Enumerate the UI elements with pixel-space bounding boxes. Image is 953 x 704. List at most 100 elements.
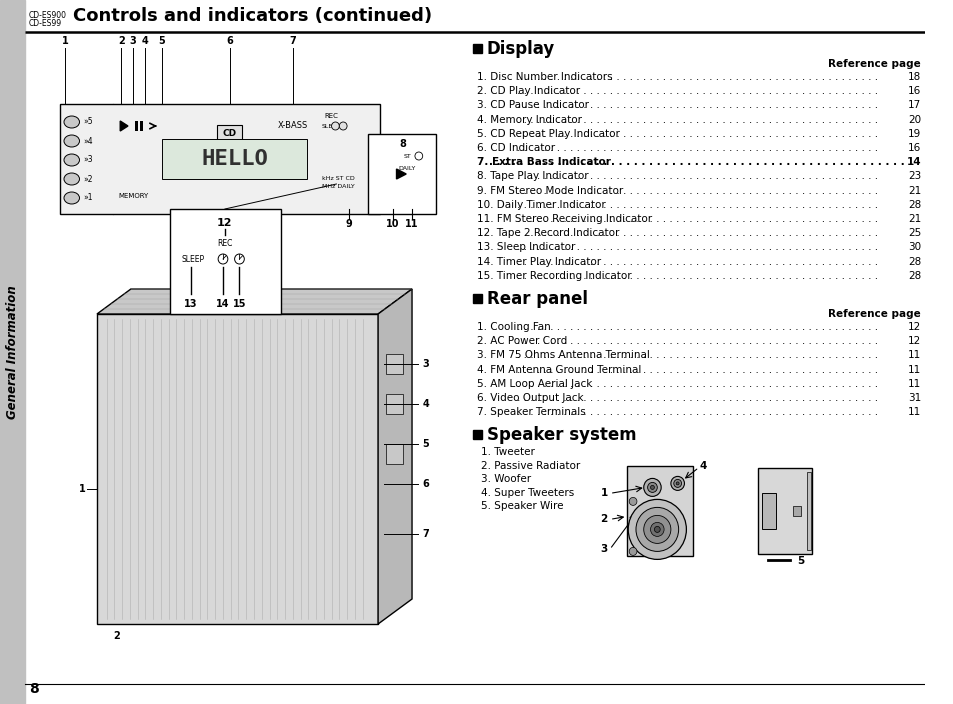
Text: . . . . . . . . . . . . . . . . . . . . . . . . . . . . . . . . . . . . . . . . : . . . . . . . . . . . . . . . . . . . . … bbox=[517, 86, 881, 96]
Text: 3: 3 bbox=[600, 544, 607, 555]
Text: 7. Speaker Terminals: 7. Speaker Terminals bbox=[476, 407, 585, 417]
Circle shape bbox=[643, 479, 660, 496]
Bar bbox=[761, 494, 775, 529]
Text: . . . . . . . . . . . . . . . . . . . . . . . . . . . . . . . . . . . . . . . . : . . . . . . . . . . . . . . . . . . . . … bbox=[517, 115, 881, 125]
Text: 11. FM Stereo Receiving Indicator: 11. FM Stereo Receiving Indicator bbox=[476, 214, 652, 224]
Text: »5: »5 bbox=[83, 118, 92, 127]
Text: 12: 12 bbox=[907, 337, 920, 346]
Text: »1: »1 bbox=[83, 194, 92, 203]
Text: . . . . . . . . . . . . . . . . . . . . . . . . . . . . . . . . . . . . . . . . : . . . . . . . . . . . . . . . . . . . . … bbox=[517, 129, 881, 139]
Text: Reference page: Reference page bbox=[827, 309, 920, 319]
Text: X-BASS: X-BASS bbox=[277, 122, 308, 130]
Text: Speaker system: Speaker system bbox=[486, 427, 636, 444]
Text: . . . . . . . . . . . . . . . . . . . . . . . . . . . . . . . . . . . . . . . . : . . . . . . . . . . . . . . . . . . . . … bbox=[517, 171, 881, 182]
Polygon shape bbox=[97, 289, 412, 314]
Bar bbox=[806, 472, 811, 551]
Text: CD-ES99: CD-ES99 bbox=[29, 19, 62, 28]
Text: 4. Super Tweeters: 4. Super Tweeters bbox=[480, 488, 574, 498]
Text: »4: »4 bbox=[83, 137, 92, 146]
Text: Rear panel: Rear panel bbox=[486, 290, 587, 308]
Text: 19: 19 bbox=[907, 129, 920, 139]
Circle shape bbox=[629, 548, 637, 555]
Text: 3. Woofer: 3. Woofer bbox=[480, 474, 531, 484]
Text: 4: 4 bbox=[422, 399, 429, 409]
Text: 28: 28 bbox=[907, 256, 920, 267]
Bar bbox=[162, 139, 307, 179]
Bar bbox=[134, 121, 137, 131]
Text: . . . . . . . . . . . . . . . . . . . . . . . . . . . . . . . . . . . . . . . . : . . . . . . . . . . . . . . . . . . . . … bbox=[517, 322, 881, 332]
Text: 7: 7 bbox=[422, 529, 429, 539]
Text: 2: 2 bbox=[600, 515, 607, 524]
Text: 3: 3 bbox=[130, 36, 136, 46]
Ellipse shape bbox=[64, 116, 79, 128]
Ellipse shape bbox=[64, 173, 79, 185]
Text: 3: 3 bbox=[422, 359, 429, 369]
Text: kHz ST CD: kHz ST CD bbox=[321, 177, 355, 182]
Text: 13. Sleep Indicator: 13. Sleep Indicator bbox=[476, 242, 575, 253]
Text: . . . . . . . . . . . . . . . . . . . . . . . . . . . . . . . . . . . . . . . . : . . . . . . . . . . . . . . . . . . . . … bbox=[517, 200, 881, 210]
Text: . . . . . . . . . . . . . . . . . . . . . . . . . . . . . . . . . . . . . . . . : . . . . . . . . . . . . . . . . . . . . … bbox=[517, 337, 881, 346]
Text: 13: 13 bbox=[184, 299, 197, 309]
Text: CD: CD bbox=[222, 130, 236, 139]
Text: MHz DAILY: MHz DAILY bbox=[321, 184, 355, 189]
Text: 6: 6 bbox=[226, 36, 233, 46]
Text: 3. CD Pause Indicator: 3. CD Pause Indicator bbox=[476, 101, 588, 111]
Circle shape bbox=[650, 485, 654, 489]
Text: . . . . . . . . . . . . . . . . . . . . . . . . . . . . . . . . . . . . . . . . : . . . . . . . . . . . . . . . . . . . . … bbox=[517, 101, 881, 111]
Text: 28: 28 bbox=[907, 200, 920, 210]
Text: 8: 8 bbox=[398, 139, 405, 149]
Circle shape bbox=[643, 515, 670, 543]
Circle shape bbox=[629, 498, 637, 505]
Text: DAILY: DAILY bbox=[398, 165, 416, 170]
Text: 6. CD Indicator: 6. CD Indicator bbox=[476, 143, 555, 153]
Text: . . . . . . . . . . . . . . . . . . . . . . . . . . . . . . . . . . . . . . . . : . . . . . . . . . . . . . . . . . . . . … bbox=[517, 407, 881, 417]
Text: 2: 2 bbox=[117, 36, 125, 46]
Text: 2. Passive Radiator: 2. Passive Radiator bbox=[480, 461, 579, 471]
Text: 14: 14 bbox=[905, 157, 920, 168]
Circle shape bbox=[415, 152, 422, 160]
Bar bbox=[627, 466, 693, 556]
Text: 21: 21 bbox=[907, 186, 920, 196]
Text: 15: 15 bbox=[233, 299, 246, 309]
Text: 5. AM Loop Aerial Jack: 5. AM Loop Aerial Jack bbox=[476, 379, 592, 389]
Text: 11: 11 bbox=[405, 219, 418, 229]
Text: 5: 5 bbox=[158, 36, 165, 46]
Text: 16: 16 bbox=[907, 143, 920, 153]
Ellipse shape bbox=[64, 192, 79, 204]
Ellipse shape bbox=[64, 154, 79, 166]
Text: REC: REC bbox=[324, 113, 338, 119]
Circle shape bbox=[673, 479, 680, 487]
Text: 11: 11 bbox=[907, 407, 920, 417]
Text: 1: 1 bbox=[600, 489, 607, 498]
Text: 12. Tape 2 Record Indicator: 12. Tape 2 Record Indicator bbox=[476, 228, 618, 238]
Bar bbox=[0, 0, 25, 704]
Text: 30: 30 bbox=[907, 242, 920, 253]
Text: 2. CD Play Indicator: 2. CD Play Indicator bbox=[476, 86, 579, 96]
Text: . . . . . . . . . . . . . . . . . . . . . . . . . . . . . . . . . . . . . . . . : . . . . . . . . . . . . . . . . . . . . … bbox=[517, 365, 881, 375]
Text: . . . . . . . . . . . . . . . . . . . . . . . . . . . . . . . . . . . . . . . . : . . . . . . . . . . . . . . . . . . . . … bbox=[517, 228, 881, 238]
Circle shape bbox=[654, 527, 659, 532]
Text: 8. Tape Play Indicator: 8. Tape Play Indicator bbox=[476, 171, 588, 182]
Polygon shape bbox=[120, 121, 128, 131]
Bar bbox=[385, 394, 403, 414]
Text: 14: 14 bbox=[216, 299, 230, 309]
Text: 14. Timer Play Indicator: 14. Timer Play Indicator bbox=[476, 256, 600, 267]
Text: MEMORY: MEMORY bbox=[118, 193, 149, 199]
Text: 8: 8 bbox=[29, 682, 39, 696]
Circle shape bbox=[676, 482, 679, 485]
Text: 9. FM Stereo Mode Indicator: 9. FM Stereo Mode Indicator bbox=[476, 186, 622, 196]
Text: REC: REC bbox=[217, 239, 233, 248]
Text: CD-ES900: CD-ES900 bbox=[29, 11, 67, 20]
Circle shape bbox=[636, 508, 678, 551]
Text: 4: 4 bbox=[700, 461, 706, 472]
Text: 1. Tweeter: 1. Tweeter bbox=[480, 448, 535, 458]
Circle shape bbox=[650, 522, 663, 536]
Circle shape bbox=[670, 477, 683, 491]
Text: 11: 11 bbox=[907, 365, 920, 375]
Text: . . . . . . . . . . . . . . . . . . . . . . . . . . . . . . . . . . . . . . . . : . . . . . . . . . . . . . . . . . . . . … bbox=[517, 72, 881, 82]
Text: . . . . . . . . . . . . . . . . . . . . . . . . . . . . . . . . . . . . . . . . : . . . . . . . . . . . . . . . . . . . . … bbox=[517, 242, 881, 253]
Text: 21: 21 bbox=[907, 214, 920, 224]
Text: 4. Memory Indicator: 4. Memory Indicator bbox=[476, 115, 581, 125]
Text: 4: 4 bbox=[142, 36, 149, 46]
Text: 15. Timer Recording Indicator: 15. Timer Recording Indicator bbox=[476, 271, 631, 281]
